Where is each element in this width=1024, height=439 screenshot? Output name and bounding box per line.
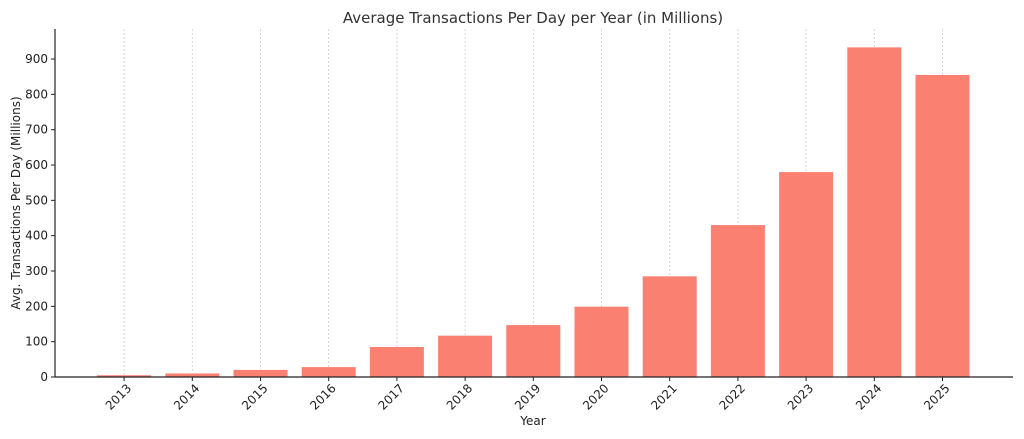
- y-tick-label-600: 600: [25, 158, 48, 172]
- bars-layer: [97, 47, 970, 378]
- y-tick-label-400: 400: [25, 229, 48, 243]
- bar-2021: [642, 276, 697, 377]
- x-tick-label-2025: 2025: [921, 381, 952, 412]
- x-tick-label-2013: 2013: [103, 381, 134, 412]
- x-tick-label-2021: 2021: [648, 381, 679, 412]
- bar-2016: [301, 367, 356, 377]
- bar-2019: [506, 325, 561, 377]
- axes-layer: [54, 29, 1013, 378]
- x-tick-label-2016: 2016: [307, 381, 338, 412]
- y-tick-label-0: 0: [40, 370, 48, 384]
- bar-2024: [847, 47, 902, 377]
- bar-2020: [574, 306, 629, 377]
- bar-2015: [233, 369, 288, 377]
- y-tick-label-200: 200: [25, 299, 48, 313]
- x-tick-label-2020: 2020: [580, 381, 611, 412]
- x-tick-label-2024: 2024: [853, 381, 884, 412]
- y-tick-label-300: 300: [25, 264, 48, 278]
- x-tick-label-2018: 2018: [444, 381, 475, 412]
- y-tick-label-100: 100: [25, 335, 48, 349]
- x-tick-label-2019: 2019: [512, 381, 543, 412]
- x-tick-label-2022: 2022: [717, 381, 748, 412]
- bar-2023: [779, 172, 834, 377]
- x-tick-label-2023: 2023: [785, 381, 816, 412]
- y-axis-label: Avg. Transactions Per Day (Millions): [9, 96, 23, 309]
- bar-2022: [710, 225, 765, 377]
- y-tick-label-500: 500: [25, 193, 48, 207]
- bar-2017: [369, 346, 424, 377]
- bar-2013: [97, 375, 152, 377]
- x-tick-label-2017: 2017: [376, 381, 407, 412]
- x-axis-label: Year: [519, 414, 545, 428]
- chart-title: Average Transactions Per Day per Year (i…: [343, 9, 723, 27]
- bar-2025: [915, 74, 970, 378]
- y-tick-label-700: 700: [25, 123, 48, 137]
- bar-2014: [165, 373, 220, 377]
- x-tick-label-2014: 2014: [171, 381, 202, 412]
- y-tick-label-800: 800: [25, 87, 48, 101]
- x-tick-label-2015: 2015: [239, 381, 270, 412]
- y-tick-label-900: 900: [25, 52, 48, 66]
- bar-2018: [438, 335, 493, 377]
